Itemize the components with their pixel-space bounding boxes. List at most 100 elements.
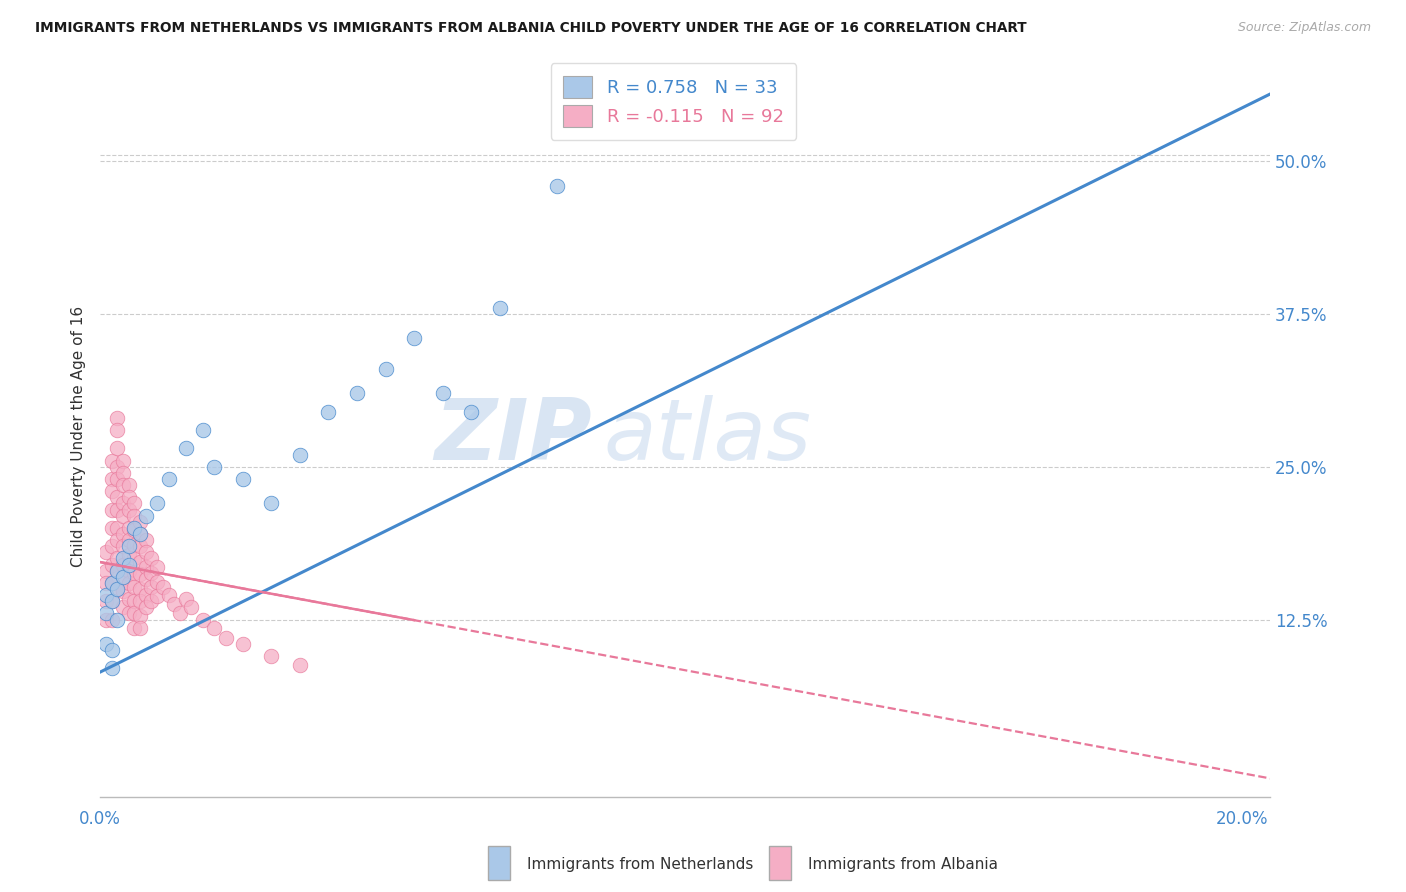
Point	[105, 582, 128, 596]
Point	[111, 496, 134, 510]
Y-axis label: Child Poverty Under the Age of 16: Child Poverty Under the Age of 16	[72, 306, 86, 566]
Text: Immigrants from Netherlands: Immigrants from Netherlands	[527, 857, 754, 872]
Point	[129, 527, 152, 541]
Point	[141, 551, 163, 566]
Point	[118, 521, 141, 535]
Point	[100, 521, 122, 535]
Point	[100, 594, 122, 608]
Text: Immigrants from Albania: Immigrants from Albania	[808, 857, 998, 872]
Point	[488, 301, 510, 315]
Point	[191, 423, 214, 437]
Point	[260, 496, 283, 510]
Point	[105, 491, 128, 505]
Point	[129, 594, 152, 608]
Point	[111, 570, 134, 584]
Text: IMMIGRANTS FROM NETHERLANDS VS IMMIGRANTS FROM ALBANIA CHILD POVERTY UNDER THE A: IMMIGRANTS FROM NETHERLANDS VS IMMIGRANT…	[35, 21, 1026, 35]
Point	[94, 564, 117, 578]
Point	[135, 533, 157, 547]
Point	[124, 566, 146, 580]
Point	[105, 410, 128, 425]
Point	[100, 643, 122, 657]
Point	[118, 558, 141, 572]
Point	[232, 637, 254, 651]
Point	[118, 575, 141, 590]
Point	[111, 570, 134, 584]
Point	[94, 575, 117, 590]
Point	[460, 405, 482, 419]
Point	[432, 386, 454, 401]
Point	[124, 594, 146, 608]
Point	[100, 575, 122, 590]
Point	[94, 637, 117, 651]
Point	[111, 466, 134, 480]
Point	[111, 508, 134, 523]
Point	[124, 621, 146, 635]
Point	[124, 524, 146, 538]
Point	[169, 607, 191, 621]
Point	[105, 472, 128, 486]
Point	[129, 555, 152, 569]
Legend: R = 0.758   N = 33, R = -0.115   N = 92: R = 0.758 N = 33, R = -0.115 N = 92	[551, 63, 796, 139]
Point	[111, 600, 134, 615]
Point	[124, 538, 146, 552]
Point	[111, 584, 134, 599]
Point	[129, 582, 152, 596]
Point	[124, 580, 146, 594]
Point	[111, 558, 134, 572]
Point	[105, 459, 128, 474]
Point	[105, 551, 128, 566]
Point	[129, 539, 152, 553]
Point	[546, 178, 568, 193]
Point	[124, 607, 146, 621]
Point	[118, 607, 141, 621]
Point	[105, 521, 128, 535]
Point	[100, 502, 122, 516]
Point	[146, 496, 169, 510]
Point	[105, 613, 128, 627]
Point	[135, 588, 157, 602]
Point	[124, 496, 146, 510]
Point	[129, 527, 152, 541]
Point	[111, 539, 134, 553]
Point	[135, 545, 157, 559]
Point	[118, 564, 141, 578]
Point	[135, 560, 157, 574]
Point	[163, 597, 186, 611]
Point	[157, 588, 180, 602]
Point	[202, 621, 225, 635]
Point	[152, 580, 174, 594]
Text: Source: ZipAtlas.com: Source: ZipAtlas.com	[1237, 21, 1371, 34]
Point	[100, 453, 122, 467]
Point	[146, 589, 169, 603]
Point	[111, 551, 134, 566]
Point	[141, 594, 163, 608]
Point	[180, 600, 202, 615]
Point	[105, 564, 128, 578]
Point	[202, 459, 225, 474]
Point	[124, 551, 146, 566]
Point	[260, 649, 283, 664]
Point	[215, 631, 238, 645]
Point	[100, 575, 122, 590]
Text: atlas: atlas	[603, 394, 811, 478]
Point	[124, 508, 146, 523]
Point	[100, 472, 122, 486]
Point	[100, 558, 122, 572]
Point	[118, 491, 141, 505]
Point	[118, 533, 141, 547]
Point	[146, 560, 169, 574]
Point	[124, 521, 146, 535]
Point	[118, 591, 141, 606]
Point	[105, 423, 128, 437]
Point	[94, 607, 117, 621]
Point	[129, 515, 152, 529]
Point	[402, 331, 425, 345]
Point	[100, 484, 122, 499]
Text: ZIP: ZIP	[434, 394, 592, 478]
Point	[288, 448, 311, 462]
Point	[111, 478, 134, 492]
Point	[100, 594, 122, 608]
Point	[346, 386, 368, 401]
Point	[174, 591, 197, 606]
Point	[129, 608, 152, 623]
